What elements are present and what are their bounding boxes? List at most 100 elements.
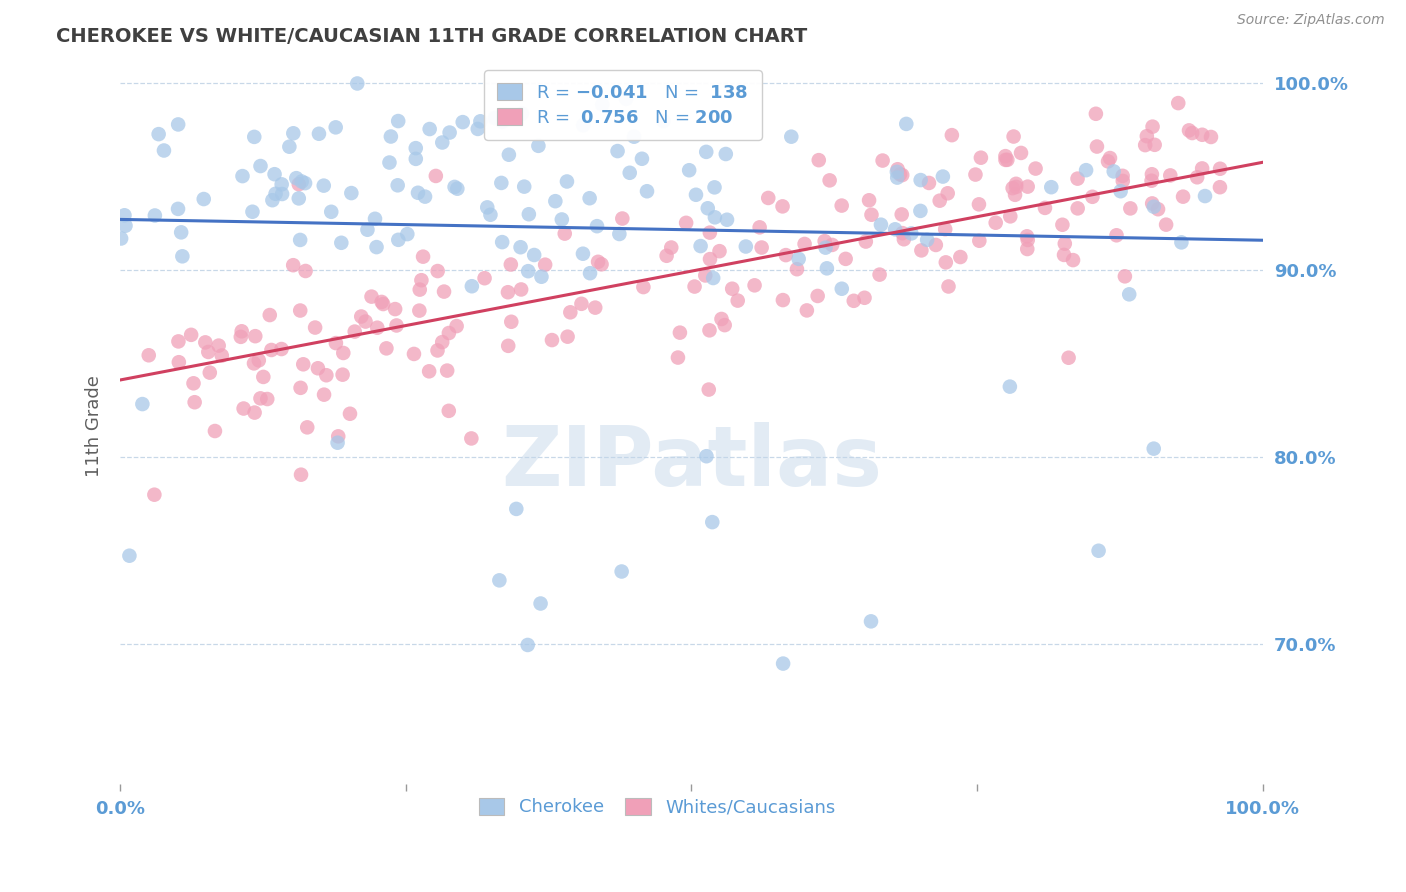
Point <box>278 139 301 153</box>
Point <box>375 342 398 356</box>
Point <box>294 176 316 190</box>
Point <box>340 186 363 200</box>
Point <box>247 353 270 368</box>
Point <box>814 234 837 248</box>
Point <box>197 345 219 359</box>
Point <box>491 176 513 190</box>
Point <box>1062 253 1084 268</box>
Point <box>426 264 449 278</box>
Point <box>609 227 631 241</box>
Text: ZIPatlas: ZIPatlas <box>501 422 882 503</box>
Point <box>138 348 160 362</box>
Point <box>893 232 915 246</box>
Point <box>529 597 551 611</box>
Point <box>751 240 773 254</box>
Point <box>934 222 956 236</box>
Point <box>332 368 354 382</box>
Point <box>583 301 606 315</box>
Point <box>807 289 830 303</box>
Point <box>406 186 429 200</box>
Point <box>477 200 499 214</box>
Point <box>606 144 628 158</box>
Point <box>290 303 312 318</box>
Point <box>290 467 312 482</box>
Point <box>460 432 482 446</box>
Point <box>551 212 574 227</box>
Point <box>1143 442 1166 456</box>
Point <box>554 227 576 241</box>
Point <box>1143 200 1166 214</box>
Point <box>256 392 278 406</box>
Point <box>995 153 1018 167</box>
Point <box>385 318 408 333</box>
Point <box>1159 169 1181 183</box>
Point <box>1002 129 1025 144</box>
Point <box>900 227 922 241</box>
Point <box>1147 202 1170 217</box>
Point <box>1053 248 1076 262</box>
Point <box>1017 242 1039 256</box>
Point <box>1017 233 1039 247</box>
Point <box>350 310 373 324</box>
Point <box>699 323 721 337</box>
Point <box>360 290 382 304</box>
Point <box>1199 130 1222 145</box>
Point <box>685 187 707 202</box>
Point <box>787 252 810 266</box>
Point <box>242 204 264 219</box>
Point <box>170 225 193 239</box>
Point <box>842 293 865 308</box>
Point <box>513 179 536 194</box>
Point <box>1140 167 1163 181</box>
Point <box>1074 163 1097 178</box>
Point <box>446 319 468 334</box>
Point <box>967 197 990 211</box>
Point <box>283 126 305 140</box>
Point <box>695 449 717 463</box>
Point <box>633 280 655 294</box>
Point <box>308 127 330 141</box>
Point <box>678 163 700 178</box>
Point <box>288 178 311 192</box>
Point <box>935 255 957 269</box>
Point <box>315 368 337 383</box>
Point <box>541 333 564 347</box>
Point <box>1053 236 1076 251</box>
Point <box>560 305 582 319</box>
Point <box>183 395 205 409</box>
Point <box>1109 184 1132 198</box>
Point <box>821 238 844 252</box>
Point <box>516 638 538 652</box>
Point <box>1098 151 1121 165</box>
Point <box>498 108 520 122</box>
Point <box>229 330 252 344</box>
Point <box>312 178 335 193</box>
Point <box>288 233 311 247</box>
Point <box>1154 218 1177 232</box>
Point <box>1119 202 1142 216</box>
Point <box>772 293 794 307</box>
Point <box>918 176 941 190</box>
Point <box>439 126 461 140</box>
Point <box>527 138 550 153</box>
Point <box>387 114 409 128</box>
Point <box>886 170 908 185</box>
Point <box>194 335 217 350</box>
Point <box>772 199 794 213</box>
Point <box>695 268 717 283</box>
Point <box>928 194 950 208</box>
Point <box>796 303 818 318</box>
Point <box>330 235 353 250</box>
Point <box>586 219 609 234</box>
Point <box>114 219 136 233</box>
Point <box>1178 123 1201 137</box>
Point <box>346 77 368 91</box>
Point <box>259 308 281 322</box>
Point <box>387 178 409 193</box>
Point <box>859 615 882 629</box>
Point <box>294 264 316 278</box>
Point <box>578 191 600 205</box>
Point <box>727 293 749 308</box>
Point <box>523 248 546 262</box>
Point <box>1015 229 1038 244</box>
